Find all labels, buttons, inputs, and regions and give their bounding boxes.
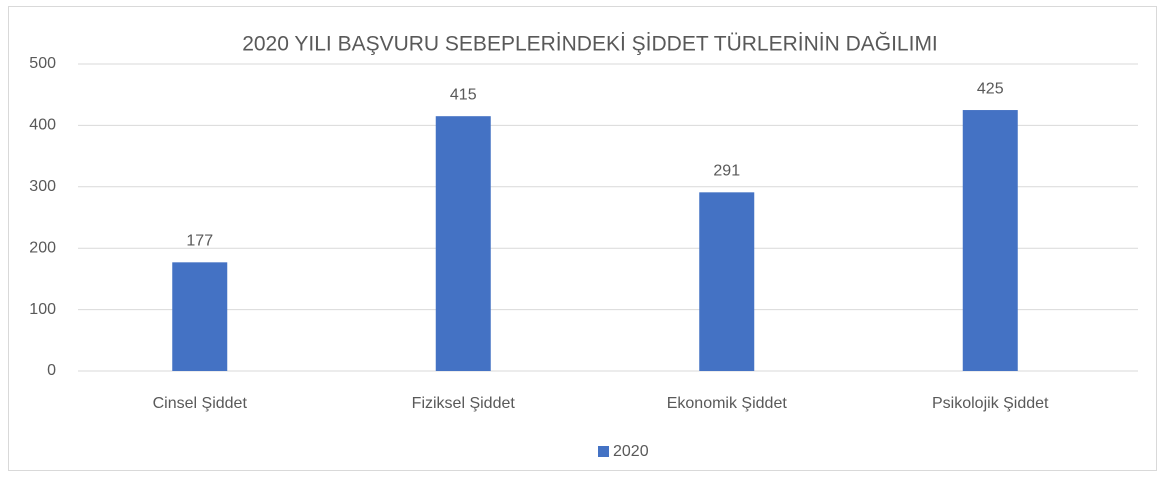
y-tick-label: 100 — [29, 301, 56, 318]
bar — [699, 192, 755, 371]
x-tick-label: Ekonomik Şiddet — [667, 395, 788, 412]
x-tick-label: Fiziksel Şiddet — [412, 395, 516, 412]
x-tick-label: Cinsel Şiddet — [153, 395, 248, 412]
bar — [435, 116, 491, 371]
data-label: 425 — [977, 80, 1004, 97]
y-tick-label: 300 — [29, 178, 56, 195]
y-tick-label: 500 — [29, 55, 56, 72]
x-tick-label: Psikolojik Şiddet — [932, 395, 1049, 412]
bar — [962, 110, 1018, 372]
y-tick-label: 400 — [29, 117, 56, 134]
chart-title: 2020 YILI BAŞVURU SEBEPLERİNDEKİ ŞİDDET … — [242, 33, 938, 56]
data-label: 291 — [713, 163, 740, 180]
bar — [172, 262, 228, 371]
y-tick-label: 0 — [47, 362, 56, 379]
data-label: 415 — [450, 86, 477, 103]
legend-label: 2020 — [613, 443, 649, 460]
data-label: 177 — [186, 233, 213, 250]
y-tick-label: 200 — [29, 239, 56, 256]
legend-swatch — [598, 446, 609, 457]
